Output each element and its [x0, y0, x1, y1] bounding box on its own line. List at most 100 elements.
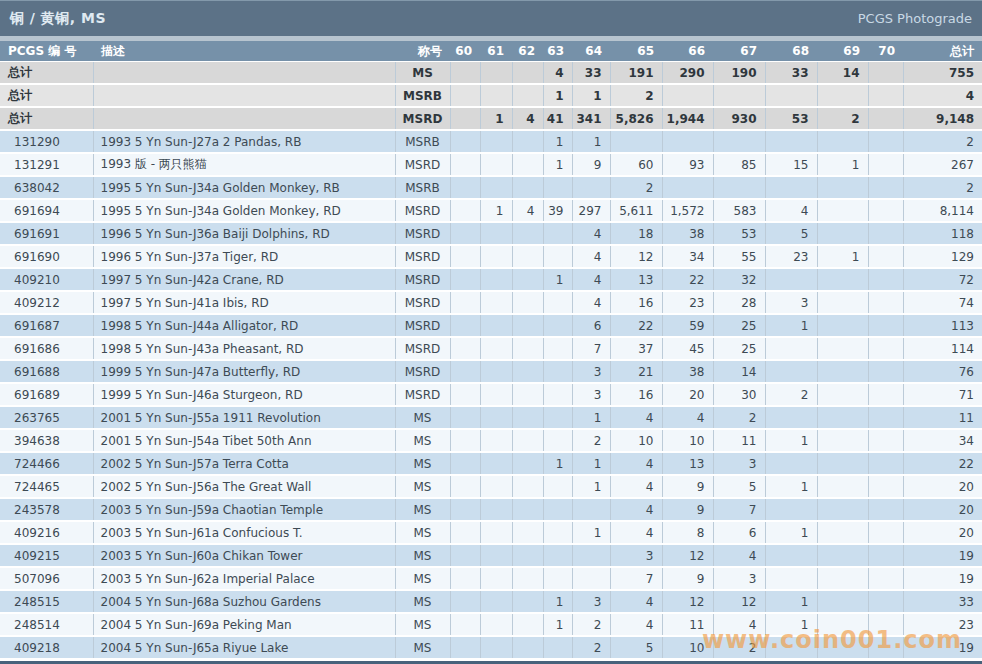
grade-64-cell: 341 — [572, 107, 610, 130]
grade-68-cell: 1 — [765, 521, 817, 544]
grade-68-cell: 53 — [765, 107, 817, 130]
empty-description-cell — [93, 107, 395, 130]
grade-62-cell — [512, 130, 543, 153]
pcgs-number-link[interactable]: 724465 — [0, 475, 93, 498]
pcgs-number-link[interactable]: 507096 — [0, 567, 93, 590]
grade-60-cell — [450, 291, 480, 314]
grade-68-cell — [765, 567, 817, 590]
grade-69-cell — [817, 452, 868, 475]
grade-65-cell: 4 — [610, 521, 662, 544]
photograde-link[interactable]: PCGS Photograde — [858, 11, 972, 26]
pcgs-number-link[interactable]: 691686 — [0, 337, 93, 360]
coin-row-131290: 1312901993 5 Yn Sun-J27a 2 Pandas, RBMSR… — [0, 130, 982, 153]
grade-67-cell: 2 — [713, 636, 765, 659]
col-header-grade-63: 63 — [543, 41, 572, 62]
grade-64-cell: 3 — [572, 360, 610, 383]
pcgs-number-link[interactable]: 409215 — [0, 544, 93, 567]
pcgs-number-link[interactable]: 409210 — [0, 268, 93, 291]
grade-67-cell: 6 — [713, 521, 765, 544]
grade-64-cell: 1 — [572, 475, 610, 498]
grade-67-cell: 12 — [713, 590, 765, 613]
pcgs-number-link[interactable]: 691687 — [0, 314, 93, 337]
grade-64-cell — [572, 544, 610, 567]
grade-66-cell: 38 — [662, 360, 713, 383]
pcgs-number-link[interactable]: 243578 — [0, 498, 93, 521]
pcgs-number-link[interactable]: 691690 — [0, 245, 93, 268]
coin-row-409210: 4092101997 5 Yn Sun-J42a Crane, RDMSRD14… — [0, 268, 982, 291]
total-row-ms: 总计MS4331912901903314755 — [0, 62, 982, 85]
grade-68-cell: 1 — [765, 314, 817, 337]
grade-62-cell: 4 — [512, 199, 543, 222]
row-total-cell: 4 — [903, 84, 982, 107]
grade-61-cell — [480, 544, 512, 567]
grade-68-cell: 5 — [765, 222, 817, 245]
grade-61-cell — [480, 429, 512, 452]
pcgs-number-link[interactable]: 409212 — [0, 291, 93, 314]
coin-description: 2004 5 Yn Sun-J65a Riyue Lake — [93, 636, 395, 659]
grade-65-cell: 16 — [610, 291, 662, 314]
grade-68-cell: 2 — [765, 383, 817, 406]
grade-62-cell — [512, 613, 543, 636]
row-total-cell: 755 — [903, 62, 982, 85]
coin-row-724466: 7244662002 5 Yn Sun-J57a Terra CottaMS11… — [0, 452, 982, 475]
coin-description: 1996 5 Yn Sun-J36a Baiji Dolphins, RD — [93, 222, 395, 245]
designation-cell: MS — [395, 62, 450, 85]
pcgs-number-link[interactable]: 691691 — [0, 222, 93, 245]
grade-66-cell: 59 — [662, 314, 713, 337]
pcgs-number-link[interactable]: 248515 — [0, 590, 93, 613]
pcgs-number-link[interactable]: 691688 — [0, 360, 93, 383]
grade-64-cell: 9 — [572, 153, 610, 176]
grade-61-cell — [480, 314, 512, 337]
pcgs-number-link[interactable]: 409216 — [0, 521, 93, 544]
pcgs-number-link[interactable]: 248514 — [0, 613, 93, 636]
grade-63-cell — [543, 475, 572, 498]
grade-63-cell — [543, 544, 572, 567]
coin-description: 2003 5 Yn Sun-J60a Chikan Tower — [93, 544, 395, 567]
grade-65-cell: 5,611 — [610, 199, 662, 222]
title-bar: 铜 / 黄铜, MS PCGS Photograde — [0, 0, 982, 36]
grade-62-cell — [512, 590, 543, 613]
grade-65-cell: 18 — [610, 222, 662, 245]
pcgs-number-link[interactable]: 263765 — [0, 406, 93, 429]
grade-69-cell — [817, 360, 868, 383]
grade-64-cell: 33 — [572, 62, 610, 85]
designation-cell: MSRB — [395, 176, 450, 199]
grade-60-cell — [450, 176, 480, 199]
designation-cell: MS — [395, 498, 450, 521]
coin-row-507096: 5070962003 5 Yn Sun-J62a Imperial Palace… — [0, 567, 982, 590]
total-row-label: 总计 — [0, 84, 93, 107]
grade-60-cell — [450, 314, 480, 337]
grade-61-cell — [480, 360, 512, 383]
pcgs-number-link[interactable]: 691689 — [0, 383, 93, 406]
pcgs-number-link[interactable]: 394638 — [0, 429, 93, 452]
grade-67-cell: 4 — [713, 544, 765, 567]
pcgs-number-link[interactable]: 691694 — [0, 199, 93, 222]
grade-68-cell — [765, 337, 817, 360]
grade-66-cell: 23 — [662, 291, 713, 314]
grade-65-cell: 4 — [610, 475, 662, 498]
coin-description: 2003 5 Yn Sun-J61a Confucious T. — [93, 521, 395, 544]
designation-cell: MS — [395, 544, 450, 567]
grade-64-cell: 4 — [572, 291, 610, 314]
grade-70-cell — [868, 337, 903, 360]
designation-cell: MSRD — [395, 222, 450, 245]
grade-61-cell — [480, 176, 512, 199]
pcgs-number-link[interactable]: 131290 — [0, 130, 93, 153]
grade-66-cell: 10 — [662, 429, 713, 452]
grade-67-cell: 25 — [713, 337, 765, 360]
grade-64-cell: 2 — [572, 429, 610, 452]
pcgs-number-link[interactable]: 409218 — [0, 636, 93, 659]
grade-70-cell — [868, 222, 903, 245]
grade-68-cell: 1 — [765, 429, 817, 452]
grade-69-cell — [817, 337, 868, 360]
grade-60-cell — [450, 199, 480, 222]
pcgs-number-link[interactable]: 724466 — [0, 452, 93, 475]
grade-63-cell — [543, 291, 572, 314]
grade-64-cell: 4 — [572, 268, 610, 291]
grade-70-cell — [868, 521, 903, 544]
pcgs-number-link[interactable]: 638042 — [0, 176, 93, 199]
grade-64-cell: 4 — [572, 245, 610, 268]
coin-description: 2003 5 Yn Sun-J59a Chaotian Temple — [93, 498, 395, 521]
grade-70-cell — [868, 130, 903, 153]
pcgs-number-link[interactable]: 131291 — [0, 153, 93, 176]
